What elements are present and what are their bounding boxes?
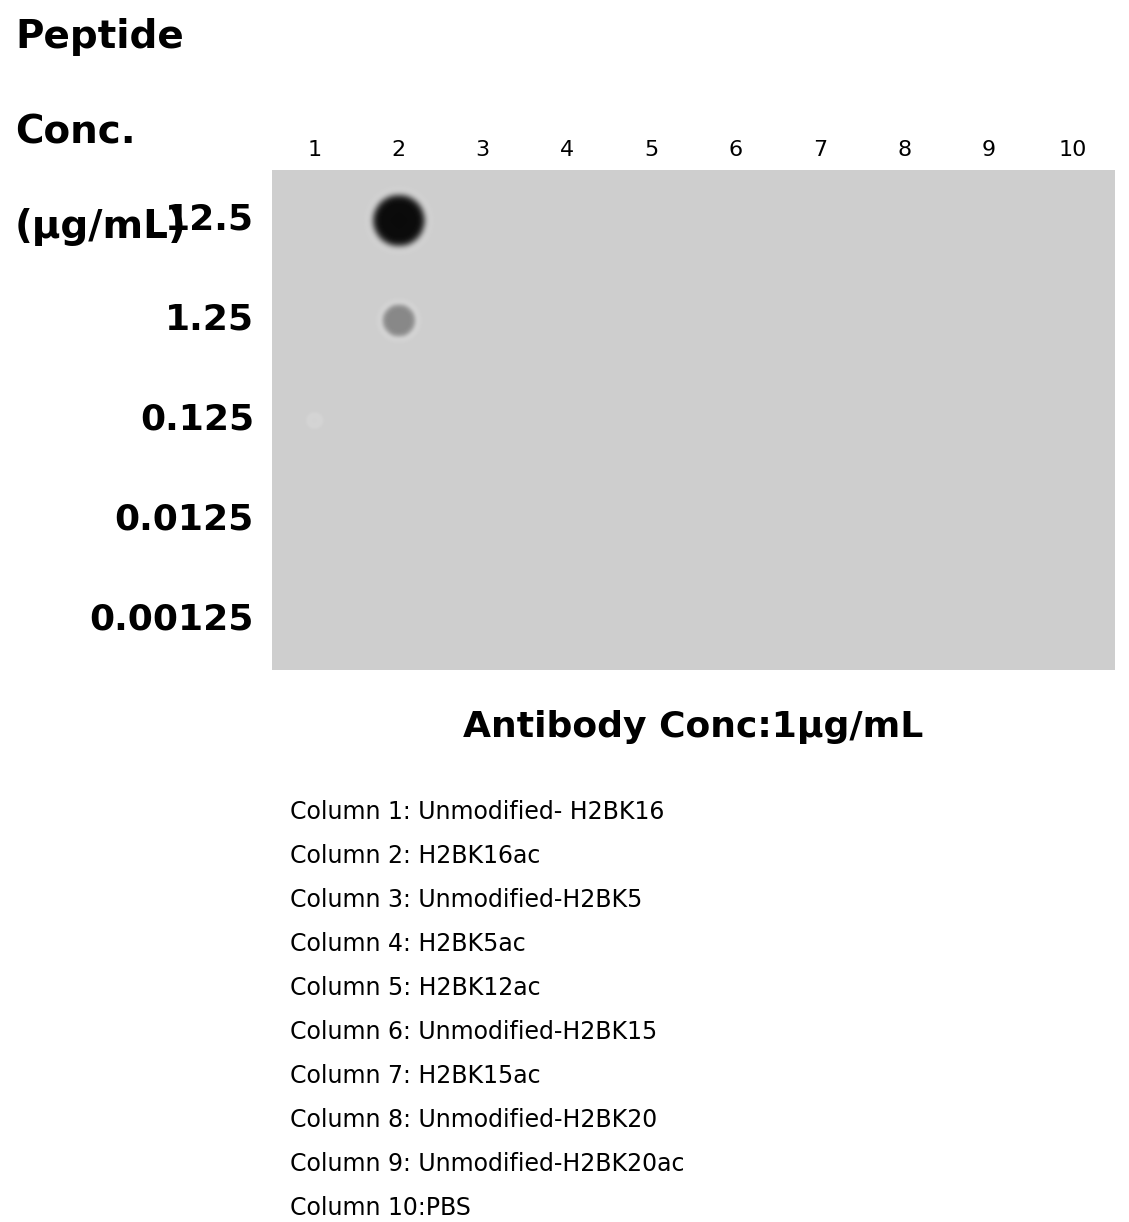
Bar (272, 170, 1115, 670)
Text: (μg/mL): (μg/mL) (15, 208, 187, 246)
Text: Column 2: H2BK16ac: Column 2: H2BK16ac (290, 844, 541, 868)
Text: Column 4: H2BK5ac: Column 4: H2BK5ac (290, 932, 526, 956)
Text: Column 5: H2BK12ac: Column 5: H2BK12ac (290, 976, 541, 1000)
Text: Column 6: Unmodified-H2BK15: Column 6: Unmodified-H2BK15 (290, 1020, 657, 1044)
Text: 1.25: 1.25 (165, 303, 254, 337)
Text: 2: 2 (392, 141, 405, 160)
Text: Peptide: Peptide (15, 18, 184, 56)
Text: 0.0125: 0.0125 (115, 503, 254, 536)
Text: 5: 5 (645, 141, 658, 160)
Text: Column 1: Unmodified- H2BK16: Column 1: Unmodified- H2BK16 (290, 800, 664, 824)
Text: 7: 7 (813, 141, 828, 160)
Text: Antibody Conc:1μg/mL: Antibody Conc:1μg/mL (463, 710, 924, 744)
Text: 6: 6 (728, 141, 743, 160)
Text: 1: 1 (307, 141, 322, 160)
Text: 3: 3 (475, 141, 490, 160)
Text: 4: 4 (560, 141, 575, 160)
Text: Column 10:PBS: Column 10:PBS (290, 1196, 471, 1220)
Text: Column 7: H2BK15ac: Column 7: H2BK15ac (290, 1064, 541, 1088)
Text: 9: 9 (981, 141, 996, 160)
Text: Column 9: Unmodified-H2BK20ac: Column 9: Unmodified-H2BK20ac (290, 1152, 684, 1176)
Text: 0.00125: 0.00125 (89, 602, 254, 637)
Text: Column 8: Unmodified-H2BK20: Column 8: Unmodified-H2BK20 (290, 1108, 657, 1132)
Text: 12.5: 12.5 (165, 203, 254, 237)
Text: 8: 8 (898, 141, 911, 160)
Text: 0.125: 0.125 (140, 403, 254, 437)
Text: 10: 10 (1059, 141, 1087, 160)
Text: Column 3: Unmodified-H2BK5: Column 3: Unmodified-H2BK5 (290, 888, 642, 912)
Text: Conc.: Conc. (15, 112, 135, 152)
